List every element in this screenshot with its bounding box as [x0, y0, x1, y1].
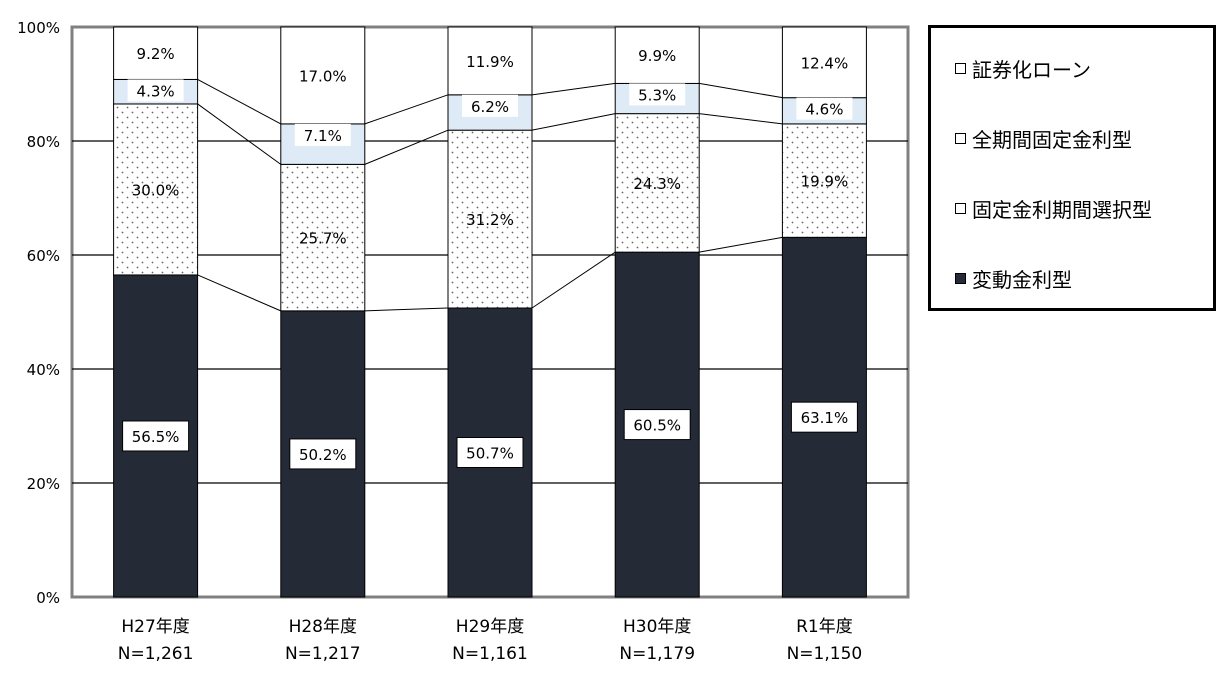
data-label-box	[127, 79, 184, 102]
legend-item-securitized-loan: 証券化ローン	[955, 54, 1091, 83]
data-label: 31.2%	[466, 211, 514, 229]
legend-swatch	[955, 203, 966, 214]
series-connector-line	[197, 274, 281, 312]
data-label-box	[790, 401, 858, 433]
data-label: 60.5%	[633, 417, 681, 435]
series-connector-line	[531, 113, 616, 131]
bar-segment	[614, 26, 700, 84]
x-category-label: H30年度	[623, 617, 691, 637]
legend-label: 変動金利型	[972, 268, 1072, 292]
data-label: 50.2%	[299, 446, 347, 464]
bar-segment	[614, 113, 700, 253]
data-label-box	[289, 438, 357, 470]
legend-label: 全期間固定金利型	[972, 128, 1132, 152]
series-connector-line	[699, 236, 783, 253]
x-sample-size-label: N=1,217	[285, 644, 361, 664]
data-label: 24.3%	[633, 175, 681, 193]
chart-legend: 証券化ローン 全期間固定金利型 固定金利期間選択型 変動金利型	[928, 25, 1216, 311]
data-label: 30.0%	[132, 181, 180, 199]
series-connector-line	[364, 94, 449, 125]
y-tick-label: 100%	[17, 19, 60, 37]
series-connector-line	[364, 307, 449, 312]
series-connector-line	[699, 82, 783, 99]
data-label: 19.9%	[801, 173, 849, 191]
data-label-box	[462, 94, 518, 117]
data-label: 63.1%	[801, 409, 849, 427]
legend-label: 証券化ローン	[972, 58, 1091, 82]
data-label-box	[796, 97, 853, 120]
series-connector-line	[699, 113, 783, 125]
legend-label: 固定金利期間選択型	[972, 198, 1152, 222]
data-label: 4.6%	[805, 101, 843, 119]
x-sample-size-label: N=1,179	[619, 644, 695, 664]
data-label: 4.3%	[137, 82, 175, 100]
y-tick-label: 0%	[36, 589, 60, 607]
bar-segment	[113, 26, 199, 80]
y-tick-label: 20%	[27, 475, 60, 493]
bar-segment	[447, 129, 533, 309]
series-connector-line	[531, 251, 616, 309]
x-category-label: H28年度	[289, 617, 357, 637]
data-label: 12.4%	[801, 54, 849, 72]
data-label-box	[623, 409, 691, 441]
bar-segment	[781, 123, 867, 238]
x-sample-size-label: N=1,261	[118, 644, 194, 664]
series-connector-line	[197, 78, 282, 125]
x-category-label: H27年度	[121, 617, 189, 637]
legend-item-fully-fixed-rate: 全期間固定金利型	[955, 124, 1132, 153]
bar-segment	[280, 163, 366, 312]
legend-swatch	[955, 63, 966, 74]
series-connector-line	[197, 103, 282, 165]
x-sample-size-label: N=1,150	[787, 644, 863, 664]
x-sample-size-label: N=1,161	[452, 644, 528, 664]
bar-segment	[280, 26, 366, 125]
data-label: 17.0%	[299, 67, 347, 85]
bar-segment	[113, 103, 199, 276]
data-label: 9.9%	[638, 47, 676, 65]
data-label: 50.7%	[466, 445, 514, 463]
data-label-box	[294, 123, 351, 146]
legend-item-fixed-period-selection: 固定金利期間選択型	[955, 194, 1152, 223]
y-tick-label: 80%	[27, 133, 60, 151]
legend-swatch	[955, 133, 966, 144]
y-tick-label: 40%	[27, 361, 60, 379]
data-label: 5.3%	[638, 86, 676, 104]
data-label-box	[629, 83, 686, 106]
data-label-box	[456, 437, 524, 469]
x-category-label: H29年度	[456, 617, 524, 637]
legend-item-variable-rate: 変動金利型	[955, 264, 1072, 293]
data-label: 9.2%	[137, 45, 175, 63]
data-label: 7.1%	[304, 127, 342, 145]
series-connector-line	[364, 129, 449, 165]
data-label: 11.9%	[466, 53, 514, 71]
data-label-box	[122, 420, 190, 452]
legend-swatch	[955, 273, 966, 284]
y-tick-label: 60%	[27, 247, 60, 265]
data-label: 56.5%	[132, 428, 180, 446]
data-label: 6.2%	[471, 98, 509, 116]
series-connector-line	[531, 82, 616, 96]
data-label: 25.7%	[299, 230, 347, 248]
x-category-label: R1年度	[796, 617, 853, 637]
